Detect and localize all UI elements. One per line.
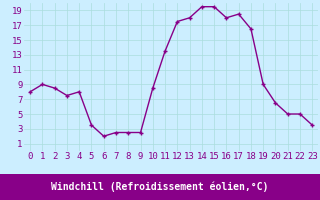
Text: Windchill (Refroidissement éolien,°C): Windchill (Refroidissement éolien,°C) [51,182,269,192]
